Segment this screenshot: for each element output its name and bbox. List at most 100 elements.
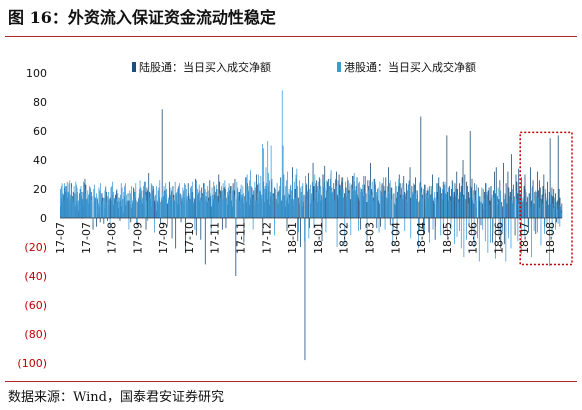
bar (380, 190, 382, 218)
bar (492, 218, 494, 233)
bar (527, 197, 529, 218)
bar (284, 196, 286, 218)
bar (368, 190, 370, 218)
x-tick-label: 18-05 (441, 222, 454, 254)
bar (102, 204, 104, 218)
bar (546, 200, 547, 218)
bar (154, 200, 156, 218)
bar (469, 131, 471, 218)
bar (146, 200, 148, 218)
bar (100, 200, 102, 218)
bar (388, 191, 389, 218)
bar (83, 183, 85, 218)
bar (172, 202, 173, 218)
bar (306, 199, 308, 218)
bar (346, 177, 348, 218)
bar (500, 190, 502, 218)
bar (409, 186, 411, 218)
bar (460, 186, 462, 218)
bar (197, 189, 198, 218)
bar (266, 199, 268, 218)
bar (537, 171, 538, 218)
bar (194, 218, 196, 230)
bar (127, 196, 129, 218)
bar (429, 186, 431, 218)
x-tick-label: 18-03 (363, 222, 376, 254)
bar (315, 183, 317, 218)
bar (239, 189, 241, 218)
bar (402, 194, 404, 218)
bar (230, 186, 231, 218)
bar (183, 190, 185, 218)
bar (295, 174, 297, 218)
bar (341, 181, 343, 218)
bar (75, 181, 77, 218)
bar (205, 196, 207, 218)
bar (439, 186, 441, 218)
bar (392, 218, 394, 246)
bar (524, 174, 526, 218)
bar (521, 202, 523, 218)
y-tick-label: (40) (24, 270, 47, 283)
bar (550, 194, 552, 218)
bar (274, 218, 275, 236)
bar (472, 190, 474, 218)
bar (241, 194, 243, 218)
bar (282, 145, 284, 218)
bar (412, 191, 413, 218)
bar (450, 218, 452, 230)
bar (155, 194, 156, 218)
bar (62, 202, 63, 218)
bar (516, 199, 518, 218)
bar (467, 203, 469, 218)
bar (471, 218, 472, 234)
bar (212, 194, 214, 218)
bar (431, 189, 433, 218)
bar (267, 186, 269, 218)
bar (344, 218, 346, 245)
bar (487, 190, 489, 218)
bar (529, 199, 531, 218)
bar (340, 186, 341, 218)
x-tick-label: 18-01 (312, 222, 325, 254)
bar (364, 183, 366, 218)
bar (196, 180, 197, 218)
bar (240, 184, 242, 218)
bar (545, 197, 547, 218)
bar (422, 197, 424, 218)
bar (232, 190, 233, 218)
bar (173, 197, 174, 218)
bar (99, 218, 101, 223)
bar (452, 181, 454, 218)
bar (560, 206, 562, 218)
bar (448, 197, 450, 218)
bar (364, 193, 365, 218)
bar (326, 180, 328, 218)
bar (341, 190, 343, 218)
bar (173, 194, 175, 218)
bar (292, 177, 293, 218)
bar (397, 191, 399, 218)
bar (349, 183, 351, 218)
bar (541, 194, 543, 218)
bar (508, 191, 510, 218)
bar (329, 178, 331, 218)
bar (514, 218, 516, 230)
bar (256, 174, 257, 218)
bar (506, 203, 508, 218)
bar (397, 191, 398, 218)
bar (348, 191, 350, 218)
bar (360, 218, 362, 230)
bar (181, 197, 183, 218)
bar (336, 218, 338, 247)
bar (276, 183, 278, 218)
bar (157, 190, 159, 218)
bar (420, 186, 422, 218)
bar (227, 191, 228, 218)
bar (535, 218, 537, 234)
bar (118, 197, 120, 218)
bar (421, 191, 423, 218)
bar (123, 191, 125, 218)
bar (158, 187, 160, 218)
bar (365, 197, 367, 218)
